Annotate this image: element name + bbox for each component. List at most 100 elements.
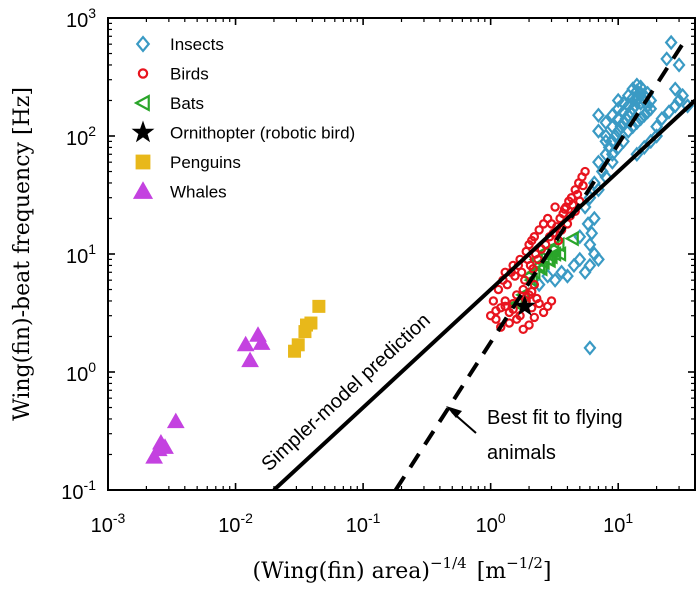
legend-birds-marker xyxy=(137,68,149,79)
birds-point-20 xyxy=(510,271,520,281)
insects-point-2 xyxy=(548,272,562,288)
insects-point-70 xyxy=(592,123,605,139)
insects-point-74 xyxy=(611,92,625,109)
insects-point-65 xyxy=(626,81,640,97)
insects-point-16 xyxy=(573,229,587,245)
birds-point-68 xyxy=(524,320,534,330)
birds-point-66 xyxy=(504,318,514,328)
insects-point-8 xyxy=(583,257,597,274)
legend-ornithopter-label: Ornithopter (robotic bird) xyxy=(170,124,355,143)
legend-whales-label: Whales xyxy=(170,183,227,202)
insects-point-83 xyxy=(660,51,674,67)
best-fit-annotation-line1: Best fit to flying xyxy=(487,407,623,429)
insects-point-82 xyxy=(664,34,678,51)
insects-point-76 xyxy=(655,111,669,127)
y-tick-label: 103 xyxy=(66,5,96,32)
x-tick-label: 101 xyxy=(603,510,633,537)
birds-point-62 xyxy=(527,235,537,246)
insects-point-80 xyxy=(676,87,690,104)
birds-point-16 xyxy=(493,284,504,295)
insects-point-58 xyxy=(641,104,655,120)
whales-point-0 xyxy=(145,448,164,464)
birds-point-42 xyxy=(580,166,590,177)
legend-insects-label: Insects xyxy=(170,35,224,54)
insects-point-53 xyxy=(621,123,635,139)
birds-point-67 xyxy=(511,314,522,324)
birds-point-74 xyxy=(491,306,501,316)
simpler-model-annotation: Simpler-model prediction xyxy=(257,309,434,475)
birds-point-54 xyxy=(578,180,588,191)
insects-point-11 xyxy=(583,340,597,356)
simpler-model-line xyxy=(272,99,695,490)
insects-point-7 xyxy=(578,264,592,280)
x-tick-label: 10-1 xyxy=(346,510,381,537)
x-tick-label: 10-2 xyxy=(218,510,253,537)
legend-bats-marker xyxy=(133,94,150,112)
insects-point-15 xyxy=(587,210,601,227)
insects-point-3 xyxy=(555,264,569,280)
penguins-point-4 xyxy=(304,316,318,330)
whales-point-3 xyxy=(156,438,174,454)
birds-point-26 xyxy=(528,264,538,274)
birds-point-70 xyxy=(518,324,528,335)
birds-point-59 xyxy=(542,213,553,224)
legend-whales-marker xyxy=(132,181,154,199)
bats-point-14 xyxy=(564,230,579,247)
insects-point-75 xyxy=(650,118,664,135)
legend-ornithopter-marker xyxy=(131,120,155,143)
insects-point-73 xyxy=(592,107,605,123)
insects-point-49 xyxy=(634,79,648,95)
birds-point-3 xyxy=(500,296,510,306)
best-fit-annotation-line2: animals xyxy=(487,442,556,464)
birds-point-71 xyxy=(538,307,549,318)
whales-point-6 xyxy=(241,351,259,368)
birds-point-57 xyxy=(534,225,544,235)
whales-point-5 xyxy=(236,335,255,352)
insects-point-79 xyxy=(672,92,686,109)
bats-point-13 xyxy=(550,236,565,253)
legend-insects-marker xyxy=(135,35,151,53)
birds-point-79 xyxy=(527,286,537,297)
birds-point-8 xyxy=(518,284,528,295)
birds-point-39 xyxy=(570,185,580,195)
insects-point-85 xyxy=(668,81,682,97)
best-fit-arrowhead xyxy=(446,406,462,418)
insects-point-78 xyxy=(668,98,682,114)
insects-point-12 xyxy=(583,236,597,253)
insects-point-27 xyxy=(608,128,622,144)
insects-point-59 xyxy=(644,101,658,117)
legend-penguins-marker xyxy=(135,154,151,170)
legend-birds-label: Birds xyxy=(170,65,209,84)
birds-point-1 xyxy=(491,314,501,324)
penguins-point-5 xyxy=(312,299,326,313)
whales-point-4 xyxy=(166,412,185,429)
birds-point-44 xyxy=(550,202,560,212)
birds-point-28 xyxy=(533,254,543,265)
insects-point-13 xyxy=(585,225,599,241)
birds-point-69 xyxy=(529,312,540,323)
insects-point-60 xyxy=(599,114,613,131)
insects-point-6 xyxy=(573,251,587,268)
birds-point-73 xyxy=(546,296,557,306)
birds-point-14 xyxy=(534,298,544,309)
x-tick-label: 100 xyxy=(476,510,506,537)
y-tick-label: 102 xyxy=(66,123,96,150)
y-tick-label: 101 xyxy=(66,241,96,268)
whales-point-8 xyxy=(252,334,271,350)
legend-bats-label: Bats xyxy=(170,94,204,113)
best-fit-line xyxy=(393,35,690,490)
insects-point-71 xyxy=(599,133,613,150)
legend-penguins-label: Penguins xyxy=(170,153,241,172)
y-tick-label: 100 xyxy=(66,359,96,386)
penguins-point-1 xyxy=(291,338,305,352)
birds-point-75 xyxy=(500,301,510,312)
birds-point-22 xyxy=(516,267,527,277)
bats-point-17 xyxy=(551,246,567,262)
insects-point-84 xyxy=(672,57,686,73)
y-axis-label: Wing(fin)-beat frequency [Hz] xyxy=(10,87,35,421)
x-tick-label: 10-3 xyxy=(91,510,126,537)
insects-point-10 xyxy=(592,251,605,268)
x-axis-label: (Wing(fin) area)−1/4 [m−1/2] xyxy=(253,554,552,584)
insects-point-4 xyxy=(561,268,574,284)
